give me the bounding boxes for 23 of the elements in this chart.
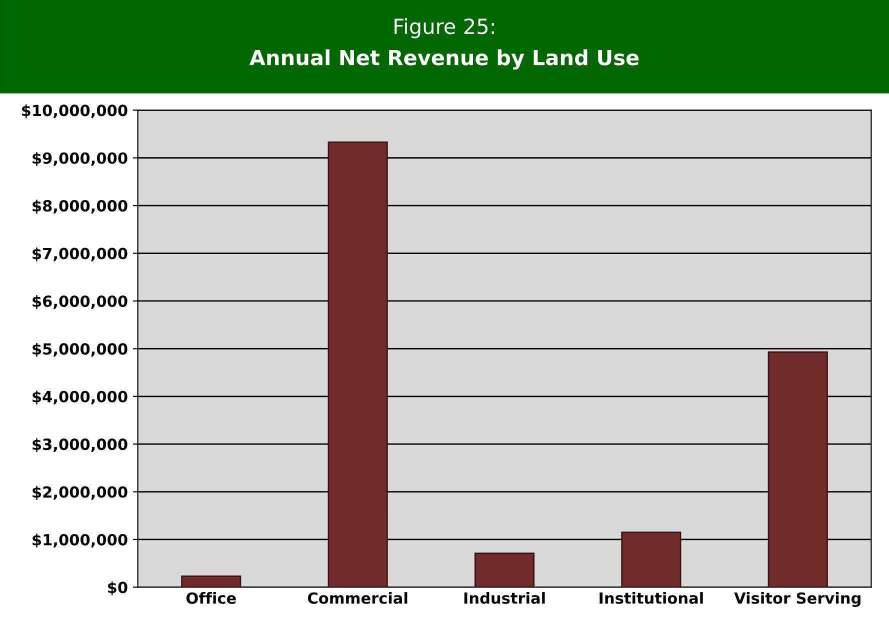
y-tick-label: $10,000,000 [22, 104, 128, 118]
bar [621, 532, 682, 588]
x-tick-label: Commercial [308, 592, 408, 604]
chart-subtitle: Annual Net Revenue by Land Use [249, 49, 639, 70]
bar [328, 141, 388, 588]
y-tick-label: $1,000,000 [32, 534, 128, 548]
y-tick-label: $3,000,000 [32, 438, 128, 452]
x-tick-label: Industrial [464, 592, 545, 604]
bar [474, 552, 535, 588]
y-tick-label: $6,000,000 [32, 295, 128, 310]
y-tick-label: $4,000,000 [32, 390, 128, 404]
y-tick-label: $7,000,000 [32, 247, 128, 262]
y-tick-label: $0 [108, 581, 128, 596]
chart-title: Figure 25: [394, 18, 494, 38]
y-tick-label: $2,000,000 [32, 486, 128, 500]
bar [181, 576, 242, 588]
y-tick-label: $5,000,000 [32, 342, 128, 357]
y-tick-label: $9,000,000 [32, 152, 128, 166]
x-tick-label: Visitor Serving [734, 592, 860, 607]
x-tick-label: Institutional [600, 592, 703, 604]
bar [768, 351, 828, 588]
y-tick-label: $8,000,000 [32, 200, 128, 214]
x-tick-label: Office [186, 592, 236, 604]
